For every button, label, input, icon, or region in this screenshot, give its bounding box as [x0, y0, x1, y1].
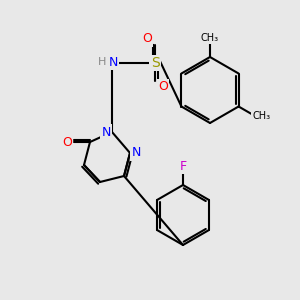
- Text: S: S: [151, 56, 159, 70]
- Text: N: N: [108, 56, 118, 68]
- Text: F: F: [179, 160, 187, 172]
- Text: O: O: [142, 32, 152, 46]
- Text: CH₃: CH₃: [252, 111, 270, 121]
- Text: H: H: [98, 57, 106, 67]
- Text: N: N: [101, 125, 111, 139]
- Text: O: O: [62, 136, 72, 148]
- Text: N: N: [131, 146, 141, 160]
- Text: CH₃: CH₃: [201, 33, 219, 43]
- Text: O: O: [158, 80, 168, 94]
